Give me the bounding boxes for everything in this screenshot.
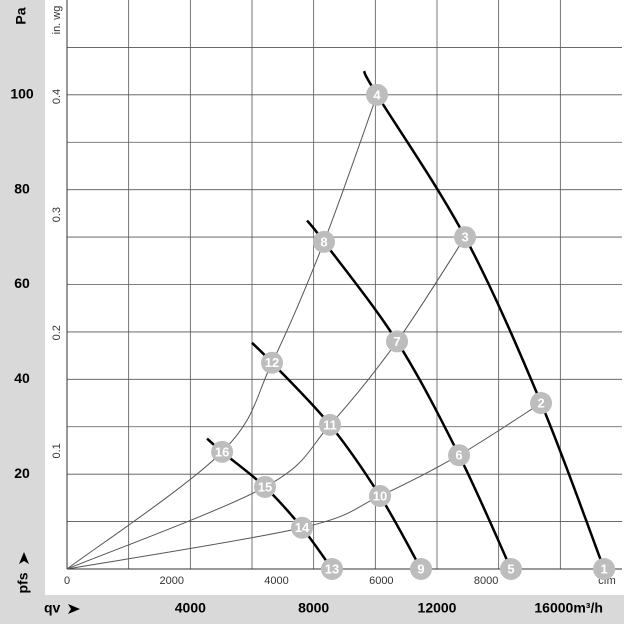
operating-point	[386, 330, 409, 353]
y2-tick-label: 0.4	[51, 89, 63, 104]
point-label: 3	[461, 230, 468, 245]
operating-point	[366, 83, 389, 106]
operating-point	[454, 226, 477, 249]
point-label: 2	[537, 395, 544, 410]
y-tick-label: 80	[14, 180, 30, 196]
operating-point	[448, 444, 471, 467]
y2-tick-label: 0.1	[51, 443, 63, 458]
system-curve	[66, 402, 542, 570]
operating-point	[313, 230, 336, 253]
point-label: 14	[295, 520, 310, 535]
x2-tick-label: 2000	[160, 575, 184, 587]
operating-point	[261, 351, 284, 374]
y2-axis-label: in. wg	[51, 6, 63, 35]
point-label: 16	[215, 444, 229, 459]
operating-point	[593, 558, 616, 580]
point-label: 8	[320, 234, 327, 249]
operating-point	[291, 516, 314, 539]
x2-tick-label: 4000	[264, 575, 288, 587]
point-label: 5	[507, 561, 514, 576]
x2-tick-label: 8000	[474, 575, 498, 587]
y-arrow	[19, 552, 29, 564]
left-band	[0, 0, 45, 624]
x-tick-label: 8000	[298, 600, 329, 616]
point-label: 15	[258, 479, 272, 494]
point-label: 4	[373, 87, 381, 102]
x2-tick-label: 6000	[369, 575, 393, 587]
y-tick-label: 40	[14, 370, 30, 386]
y2-tick-label: 0.2	[51, 325, 63, 340]
x2-tick-label: 0	[64, 575, 70, 587]
point-label: 1	[600, 561, 607, 576]
operating-point	[254, 475, 277, 498]
y-tick-label: 60	[14, 275, 30, 291]
operating-point	[319, 413, 342, 436]
system-curve	[66, 236, 466, 570]
y-symbol: pfs	[15, 572, 31, 593]
x-tick-label: 4000	[175, 600, 206, 616]
fan-curve	[362, 70, 606, 570]
point-label: 12	[265, 355, 279, 370]
point-label: 10	[373, 488, 387, 503]
operating-point	[369, 484, 392, 507]
point-label: 9	[417, 561, 424, 576]
y-axis-label: Pa	[13, 7, 29, 24]
point-label: 6	[455, 448, 462, 463]
x-tick-label: 16000	[534, 600, 573, 616]
operating-point	[530, 392, 553, 415]
point-label: 7	[393, 334, 400, 349]
fan-curve	[306, 219, 513, 570]
operating-point	[410, 558, 433, 580]
x-unit-label: m³/h	[573, 600, 603, 616]
x-symbol: qv	[44, 600, 61, 616]
point-label: 11	[323, 417, 337, 432]
operating-point	[500, 558, 522, 580]
fan-curve	[251, 341, 423, 570]
operating-point	[321, 558, 344, 580]
x-tick-label: 12000	[418, 600, 457, 616]
y2-tick-label: 0.3	[51, 207, 63, 222]
operating-point	[211, 440, 234, 463]
point-label: 13	[325, 561, 339, 576]
x-arrow	[68, 604, 80, 614]
y-tick-label: 20	[14, 465, 30, 481]
y-tick-label: 100	[10, 86, 34, 102]
bottom-band	[0, 595, 624, 624]
